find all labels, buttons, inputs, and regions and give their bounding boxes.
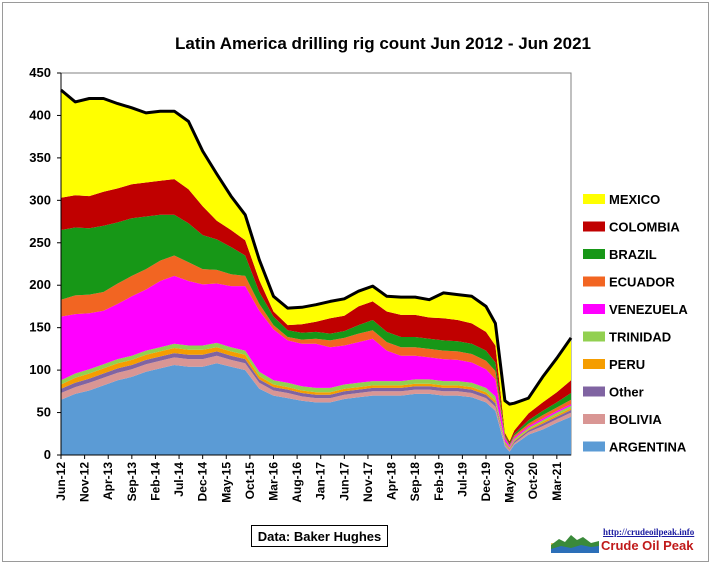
legend-swatch <box>583 386 605 397</box>
x-axis: Jun-12 Nov-12 Apr-13 Sep-13 Feb-14 Jul-14 Dec-… <box>54 454 571 503</box>
area-brazil <box>61 214 571 445</box>
logo-graphic-icon <box>551 535 599 553</box>
legend-label: VENEZUELA <box>609 302 688 317</box>
x-tick-label: Mar-16 <box>267 462 281 501</box>
x-tick-label: Jan-17 <box>314 462 328 500</box>
plot-area <box>60 72 573 456</box>
legend-label: BOLIVIA <box>609 412 662 427</box>
chart-svg: Latin America drilling rig count Jun 201… <box>29 34 688 503</box>
x-tick-label: Feb-14 <box>148 462 162 501</box>
x-tick-label: Dec-14 <box>196 462 210 502</box>
y-tick-label: 350 <box>29 150 51 165</box>
source-note: Data: Baker Hughes <box>251 525 388 547</box>
total-line <box>60 88 573 406</box>
x-tick-label: Sep-18 <box>408 462 422 502</box>
x-tick-label: Oct-15 <box>243 462 257 500</box>
x-tick-label: Feb-19 <box>432 462 446 501</box>
x-tick-label: Oct-20 <box>526 462 540 500</box>
y-tick-label: 0 <box>44 447 51 462</box>
logo-name: Crude Oil Peak <box>601 538 694 553</box>
x-tick-label: Jul-14 <box>172 462 186 497</box>
x-tick-label: Jun-17 <box>337 462 351 501</box>
legend-swatch <box>583 276 605 287</box>
y-tick-label: 300 <box>29 192 51 207</box>
legend-swatch <box>583 194 605 204</box>
chart-title: Latin America drilling rig count Jun 201… <box>175 34 591 53</box>
x-tick-label: Apr-13 <box>101 462 115 500</box>
x-tick-label: Jul-19 <box>455 462 469 497</box>
y-tick-label: 250 <box>29 235 51 250</box>
x-tick-label: Nov-17 <box>361 462 375 502</box>
legend-swatch <box>583 221 605 232</box>
legend-label: PERU <box>609 357 645 372</box>
legend-label: TRINIDAD <box>609 330 671 345</box>
legend-label: ECUADOR <box>609 275 675 290</box>
y-tick-label: 50 <box>37 405 51 420</box>
x-tick-label: May-15 <box>219 462 233 503</box>
y-tick-label: 200 <box>29 277 51 292</box>
y-tick-label: 150 <box>29 320 51 335</box>
y-tick-label: 400 <box>29 107 51 122</box>
legend-swatch <box>583 414 605 424</box>
y-tick-label: 450 <box>29 65 51 80</box>
x-tick-label: Apr-18 <box>385 462 399 500</box>
x-tick-label: Aug-16 <box>290 462 304 503</box>
area-colombia <box>61 179 571 444</box>
legend-swatch <box>583 249 605 259</box>
legend-swatch <box>583 441 605 452</box>
crude-oil-peak-logo[interactable]: http://crudeoilpeak.info Crude Oil Peak <box>551 527 701 555</box>
area-mexico <box>61 90 571 442</box>
legend-swatch <box>583 359 605 369</box>
legend-label: MEXICO <box>609 192 660 207</box>
y-axis: 0 50 100 150 200 250 300 350 400 450 <box>29 65 62 462</box>
x-tick-label: Sep-13 <box>125 462 139 502</box>
legend-swatch <box>583 331 605 342</box>
area-venezuela <box>61 275 571 448</box>
legend-label: Other <box>609 385 644 400</box>
x-tick-label: Mar-21 <box>550 462 564 501</box>
x-tick-label: Jun-12 <box>54 462 68 501</box>
area-argentina <box>61 363 571 455</box>
x-tick-label: Nov-12 <box>78 462 92 502</box>
legend-swatch <box>583 304 605 314</box>
x-tick-label: Dec-19 <box>479 462 493 502</box>
logo-url[interactable]: http://crudeoilpeak.info <box>603 527 695 537</box>
legend: MEXICO COLOMBIA BRAZIL ECUADOR VENEZUELA TRIN… <box>583 192 688 455</box>
legend-label: COLOMBIA <box>609 220 680 235</box>
legend-label: ARGENTINA <box>609 440 687 455</box>
x-tick-label: May-20 <box>503 462 517 503</box>
y-tick-label: 100 <box>29 362 51 377</box>
legend-label: BRAZIL <box>609 247 657 262</box>
